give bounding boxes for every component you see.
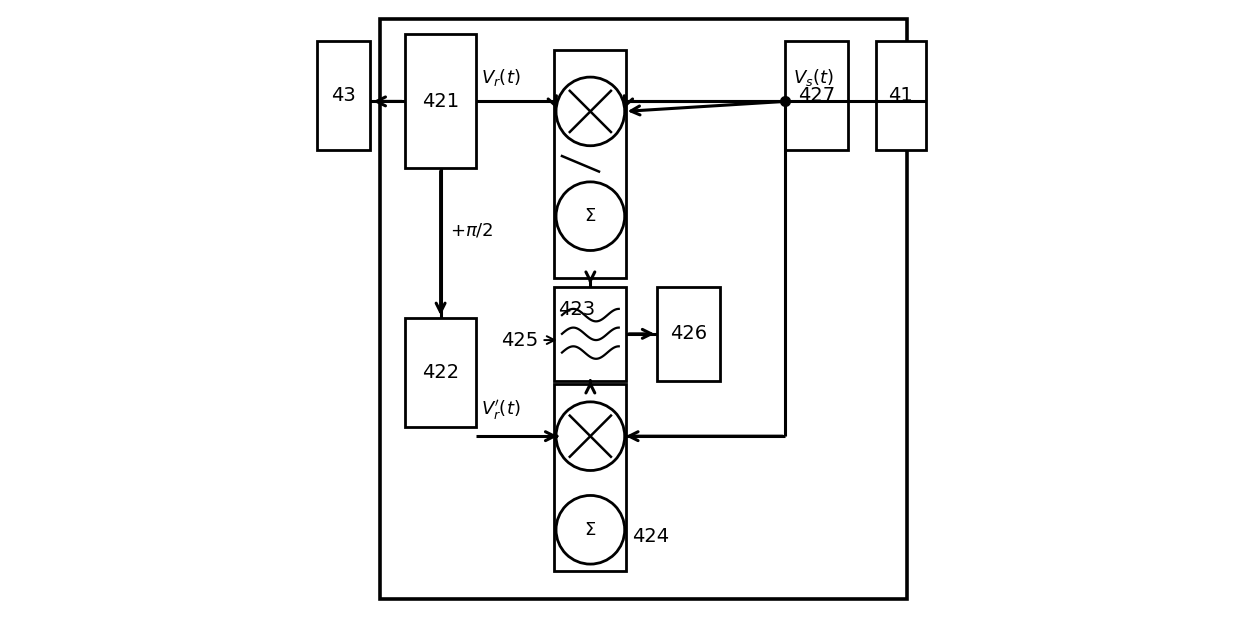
Text: $+\pi/2$: $+\pi/2$ [450, 222, 494, 240]
Text: 41: 41 [888, 85, 913, 105]
Text: $V_r(t)$: $V_r(t)$ [481, 67, 521, 88]
Bar [404, 34, 476, 168]
Bar [317, 41, 371, 150]
Circle shape [556, 77, 625, 146]
Circle shape [556, 402, 625, 470]
Bar [554, 287, 626, 381]
Text: 427: 427 [799, 85, 835, 105]
Text: 421: 421 [422, 92, 459, 111]
Text: 43: 43 [331, 85, 356, 105]
Bar [875, 41, 926, 150]
Text: 422: 422 [422, 363, 459, 383]
Text: $\Sigma$: $\Sigma$ [584, 207, 596, 225]
Circle shape [556, 182, 625, 250]
Text: $\Sigma$: $\Sigma$ [584, 521, 596, 539]
Text: $V_r'(t)$: $V_r'(t)$ [481, 399, 521, 422]
Text: 426: 426 [670, 324, 707, 343]
Bar [785, 41, 848, 150]
Text: 424: 424 [632, 527, 670, 545]
Bar [657, 287, 720, 381]
Bar [404, 318, 476, 427]
Text: 423: 423 [558, 300, 595, 318]
Circle shape [556, 495, 625, 564]
Text: $V_s(t)$: $V_s(t)$ [792, 67, 833, 88]
Bar [554, 384, 626, 571]
Bar [554, 50, 626, 278]
Text: 425: 425 [501, 331, 554, 349]
Bar [379, 19, 906, 599]
